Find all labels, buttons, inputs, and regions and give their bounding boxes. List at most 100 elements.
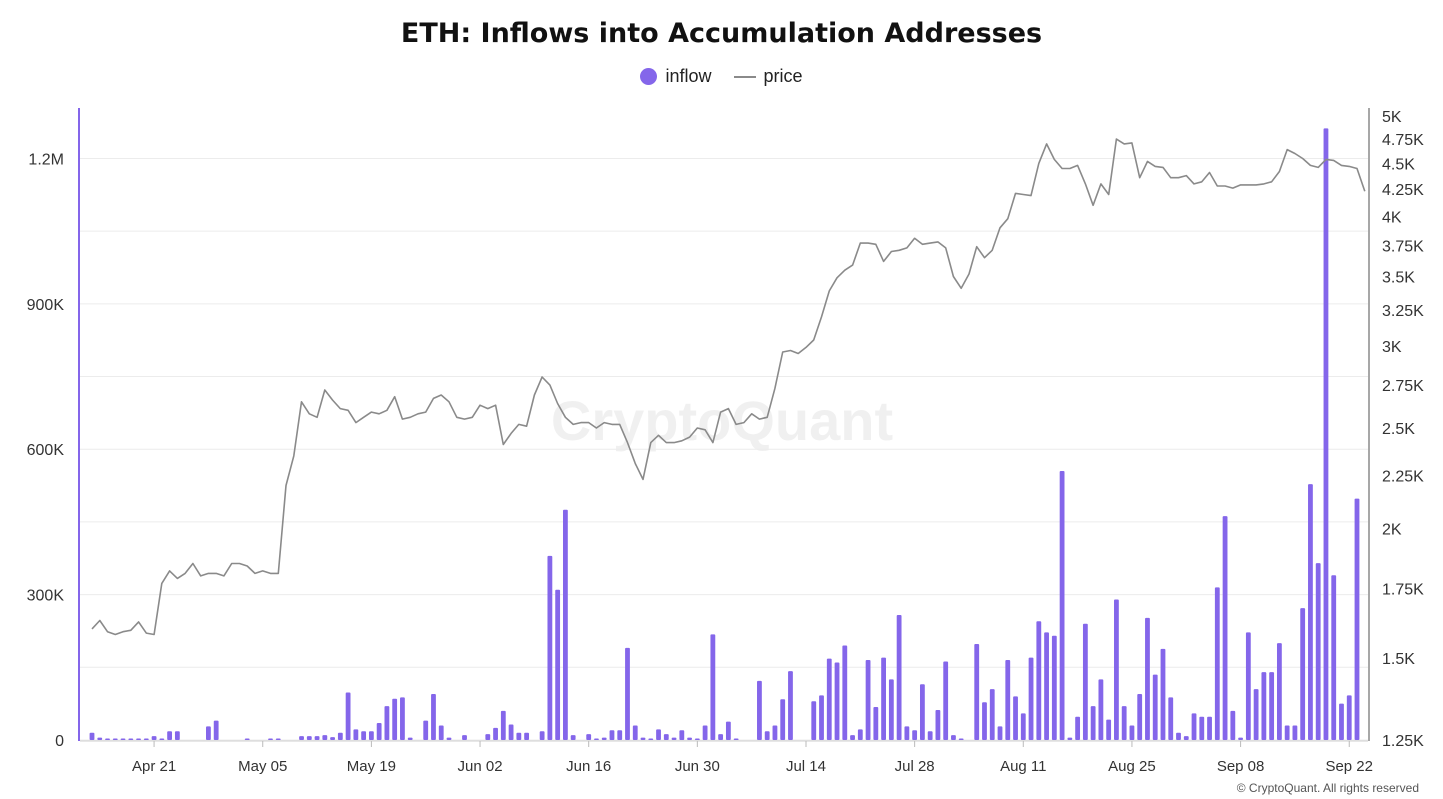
y-right-tick-label: 4.25K <box>1382 182 1424 199</box>
legend-item-inflow[interactable]: inflow <box>640 66 712 87</box>
inflow-bar <box>143 738 149 740</box>
inflow-bar <box>1160 648 1166 740</box>
inflow-bar <box>1028 657 1034 740</box>
y-right-tick-label: 2.25K <box>1382 468 1424 485</box>
inflow-bar <box>943 661 949 740</box>
y-right-tick-label: 2.75K <box>1382 378 1424 395</box>
inflow-bar <box>997 726 1003 740</box>
inflow-bar <box>539 731 545 740</box>
y-right-tick-label: 3.25K <box>1382 303 1424 320</box>
inflow-bar <box>1183 736 1189 740</box>
y-left-tick-label: 1.2M <box>28 151 64 168</box>
inflow-bar <box>400 697 405 740</box>
inflow-bar <box>601 737 607 740</box>
inflow-bar <box>1284 725 1290 740</box>
y-right-tick-label: 4.5K <box>1382 156 1415 173</box>
inflow-bar <box>1214 587 1220 740</box>
inflow-bar <box>1051 635 1057 740</box>
inflow-bar <box>1013 696 1018 740</box>
inflow-bar <box>919 684 925 740</box>
inflow-bar <box>1308 484 1313 740</box>
inflow-bar <box>640 737 646 740</box>
y-right-tick-label: 1.25K <box>1382 733 1424 750</box>
inflow-bar <box>850 735 855 740</box>
inflow-bar <box>625 647 630 740</box>
inflow-bar <box>555 589 561 740</box>
inflow-bar <box>679 730 685 740</box>
inflow-bar <box>586 734 592 740</box>
inflow-bar <box>1230 710 1236 740</box>
inflow-bar <box>547 555 553 740</box>
inflow-bar <box>1261 672 1267 740</box>
inflow-bar <box>1121 706 1127 740</box>
inflow-bar <box>1129 725 1135 740</box>
inflow-bar <box>314 736 320 740</box>
inflow-bar <box>508 724 514 740</box>
inflow-bar <box>702 725 708 740</box>
inflow-bar <box>609 730 615 740</box>
inflow-bar <box>757 680 762 740</box>
inflow-bar <box>1238 737 1243 740</box>
inflow-bar <box>1346 695 1352 740</box>
watermark-text: CryptoQuant <box>551 389 893 452</box>
inflow-bar <box>873 707 879 740</box>
inflow-bar <box>694 738 700 740</box>
y-left-tick-label: 600K <box>27 442 65 459</box>
inflow-bar <box>819 695 824 740</box>
inflow-bar <box>159 738 165 740</box>
inflow-bar <box>174 731 180 740</box>
inflow-bar <box>1292 725 1298 740</box>
inflow-bar <box>244 738 250 740</box>
inflow-bar <box>780 699 786 740</box>
inflow-bar <box>306 736 312 740</box>
y-right-tick-label: 3.75K <box>1382 238 1424 255</box>
x-tick-label: Sep 22 <box>1325 758 1373 775</box>
inflow-bar <box>1191 713 1197 740</box>
x-tick-label: Jun 16 <box>566 758 611 775</box>
inflow-bar <box>1300 608 1306 740</box>
inflow-bar <box>151 736 157 740</box>
inflow-bar <box>718 734 724 740</box>
legend: inflow price <box>0 66 1443 87</box>
inflow-bar <box>322 735 328 740</box>
inflow-bar <box>120 738 126 740</box>
inflow-bar <box>1339 703 1344 740</box>
inflow-bar <box>1168 697 1174 740</box>
y-right-tick-label: 5K <box>1382 109 1402 126</box>
inflow-bar <box>1036 621 1042 740</box>
inflow-bar <box>431 693 436 740</box>
legend-item-price[interactable]: price <box>733 66 803 87</box>
inflow-bar <box>1331 575 1337 740</box>
inflow-bar <box>904 726 910 740</box>
inflow-bar <box>594 738 599 740</box>
inflow-bar <box>89 732 95 740</box>
inflow-bar <box>1075 716 1081 740</box>
y-right-tick-label: 2K <box>1382 521 1402 538</box>
inflow-bar <box>462 735 467 740</box>
inflow-bar <box>857 729 863 740</box>
inflow-bar <box>826 658 832 740</box>
inflow-bar <box>989 689 995 740</box>
legend-dot-icon <box>640 68 658 85</box>
inflow-bar <box>725 721 731 740</box>
inflow-bar <box>842 645 848 740</box>
inflow-bar <box>811 701 817 740</box>
inflow-bar <box>927 731 933 740</box>
footer-copyright: © CryptoQuant. All rights reserved <box>1236 781 1419 795</box>
inflow-bar <box>935 709 941 740</box>
inflow-bar <box>337 732 343 740</box>
inflow-bar <box>958 738 964 740</box>
inflow-bar <box>353 729 359 740</box>
inflow-bar <box>687 737 692 740</box>
inflow-bar <box>1106 719 1112 740</box>
inflow-bar <box>1323 128 1329 740</box>
inflow-bar <box>1044 632 1049 740</box>
inflow-bar <box>764 731 770 740</box>
inflow-bar <box>392 698 398 740</box>
inflow-bar <box>772 725 778 740</box>
inflow-bar <box>912 730 918 740</box>
x-tick-label: Jun 30 <box>675 758 720 775</box>
legend-line-icon <box>733 75 756 78</box>
y-left-tick-label: 0 <box>55 733 64 750</box>
inflow-bar <box>524 732 530 740</box>
